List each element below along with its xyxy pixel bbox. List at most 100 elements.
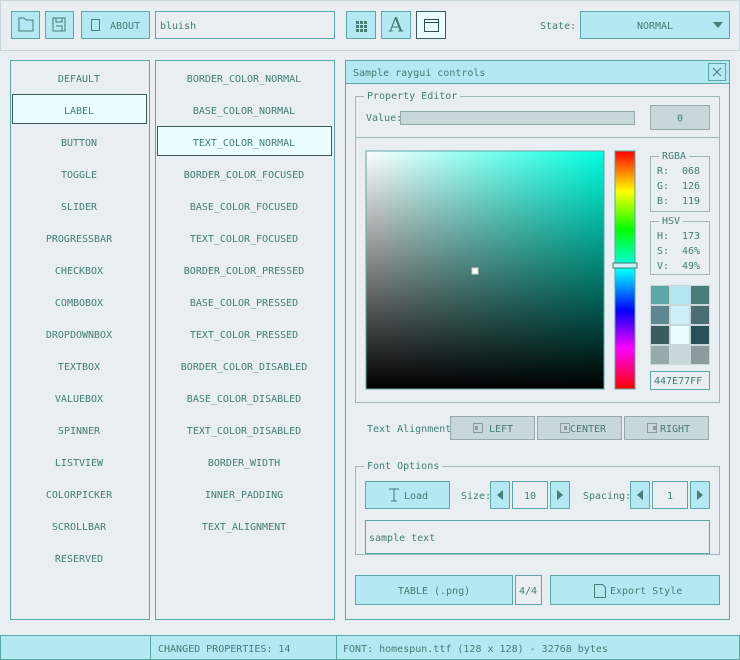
- window-icon: [424, 19, 439, 32]
- value-label: Value:: [366, 113, 402, 124]
- page-indicator: [515, 575, 542, 605]
- palette-swatch[interactable]: [670, 305, 690, 325]
- property-item[interactable]: BORDER_COLOR_PRESSED: [184, 266, 304, 277]
- control-item[interactable]: SPINNER: [58, 426, 101, 437]
- arrow-left: [637, 490, 643, 500]
- alignment-label: LEFT: [489, 424, 513, 435]
- control-item[interactable]: RESERVED: [55, 554, 103, 565]
- status-cell: [336, 635, 740, 660]
- property-item[interactable]: TEXT_COLOR_PRESSED: [190, 330, 298, 341]
- rgba-label: B:: [657, 196, 669, 207]
- grid-icon-cell: [364, 21, 367, 24]
- table-button[interactable]: [355, 575, 513, 605]
- control-item[interactable]: TEXTBOX: [58, 362, 100, 373]
- property-item[interactable]: BORDER_COLOR_NORMAL: [187, 74, 301, 85]
- property-item[interactable]: BORDER_WIDTH: [208, 458, 280, 469]
- rgba-value: 068: [682, 166, 700, 177]
- control-item[interactable]: SCROLLBAR: [52, 522, 107, 533]
- property-item[interactable]: TEXT_COLOR_FOCUSED: [190, 234, 298, 245]
- text-alignment-label: Text Alignment:: [367, 424, 457, 435]
- status-changed: CHANGED PROPERTIES: 14: [158, 644, 290, 655]
- hex-value: 447E77FF: [654, 376, 702, 387]
- open-button[interactable]: [11, 11, 40, 39]
- close-icon: [712, 67, 722, 77]
- style-name: bluish: [160, 21, 196, 32]
- export-button[interactable]: [550, 575, 720, 605]
- control-item[interactable]: LISTVIEW: [55, 458, 104, 469]
- font-options-group-title-bg: [364, 464, 443, 468]
- save-button[interactable]: [45, 11, 74, 39]
- control-item[interactable]: COMBOBOX: [55, 298, 103, 309]
- palette-swatch[interactable]: [690, 345, 710, 365]
- font-options-group-title: Font Options: [367, 461, 439, 472]
- control-item[interactable]: PROGRESSBAR: [46, 234, 113, 245]
- property-item[interactable]: BORDER_COLOR_FOCUSED: [184, 170, 304, 181]
- status-cell: [150, 635, 337, 660]
- rgba-group-title-bg: [659, 154, 690, 158]
- about-button[interactable]: [81, 11, 150, 39]
- hsv-group-title: HSV: [662, 216, 680, 227]
- export-icon: [594, 584, 606, 598]
- load-button[interactable]: [365, 481, 450, 509]
- palette-swatch[interactable]: [650, 325, 670, 345]
- hue-selector: [612, 262, 638, 269]
- palette-swatch[interactable]: [670, 345, 690, 365]
- size-label: Size:: [461, 491, 491, 502]
- property-item-selected[interactable]: [157, 126, 332, 156]
- about-label: ABOUT: [110, 21, 140, 32]
- status-font: FONT: homespun.ttf (128 x 128) - 32768 b…: [343, 644, 608, 655]
- size-box[interactable]: [512, 481, 548, 509]
- control-item[interactable]: DROPDOWNBOX: [46, 330, 112, 341]
- font-options-group: [355, 466, 720, 555]
- rgba-label: R:: [657, 166, 669, 177]
- window-button[interactable]: [416, 11, 446, 39]
- hex-box[interactable]: [650, 371, 710, 390]
- alignment-icon: [473, 423, 483, 433]
- color-picker-cursor: [471, 267, 479, 275]
- about-icon: [91, 19, 100, 31]
- control-item-selected[interactable]: [12, 94, 147, 124]
- control-item[interactable]: TOGGLE: [61, 170, 97, 181]
- palette-swatch[interactable]: [690, 325, 710, 345]
- sample-textbox[interactable]: [365, 520, 710, 554]
- palette-swatch[interactable]: [670, 285, 690, 305]
- hsv-value: 46%: [682, 246, 700, 257]
- hsv-label: H:: [657, 231, 669, 242]
- grid-icon-cell: [360, 29, 363, 32]
- palette-swatch[interactable]: [650, 285, 670, 305]
- palette-swatch[interactable]: [650, 345, 670, 365]
- window-titlebar: [345, 60, 730, 84]
- hsv-group-title-bg: [659, 219, 684, 223]
- state-dropdown[interactable]: [580, 11, 730, 39]
- alignment-button: [450, 416, 535, 440]
- palette-swatch[interactable]: [650, 305, 670, 325]
- spacing-box[interactable]: [652, 481, 688, 509]
- property-item[interactable]: TEXT_COLOR_DISABLED: [187, 426, 301, 437]
- property-item[interactable]: BASE_COLOR_NORMAL: [193, 106, 295, 117]
- property-item[interactable]: INNER_PADDING: [205, 490, 283, 501]
- property-item[interactable]: TEXT_COLOR_NORMAL: [193, 138, 295, 149]
- control-item[interactable]: COLORPICKER: [46, 490, 113, 501]
- load-icon: [389, 488, 399, 502]
- control-item[interactable]: LABEL: [64, 106, 94, 117]
- style-name-box[interactable]: [155, 11, 335, 39]
- grid-icon-cell: [356, 25, 359, 28]
- property-item[interactable]: TEXT_ALIGNMENT: [202, 522, 286, 533]
- property-item[interactable]: BASE_COLOR_PRESSED: [190, 298, 298, 309]
- control-item[interactable]: CHECKBOX: [55, 266, 103, 277]
- page-label: 4/4: [519, 586, 537, 597]
- control-item[interactable]: BUTTON: [61, 138, 97, 149]
- palette-swatch[interactable]: [690, 285, 710, 305]
- property-item[interactable]: BASE_COLOR_DISABLED: [187, 394, 301, 405]
- palette-swatch[interactable]: [690, 305, 710, 325]
- grid-icon-cell: [360, 25, 363, 28]
- palette-swatch[interactable]: [670, 325, 690, 345]
- control-item[interactable]: DEFAULT: [58, 74, 100, 85]
- property-item[interactable]: BORDER_COLOR_DISABLED: [181, 362, 307, 373]
- size-value: 10: [524, 491, 536, 502]
- property-item[interactable]: BASE_COLOR_FOCUSED: [190, 202, 298, 213]
- control-item[interactable]: VALUEBOX: [55, 394, 103, 405]
- font-button[interactable]: [381, 11, 411, 39]
- control-item[interactable]: SLIDER: [61, 202, 98, 213]
